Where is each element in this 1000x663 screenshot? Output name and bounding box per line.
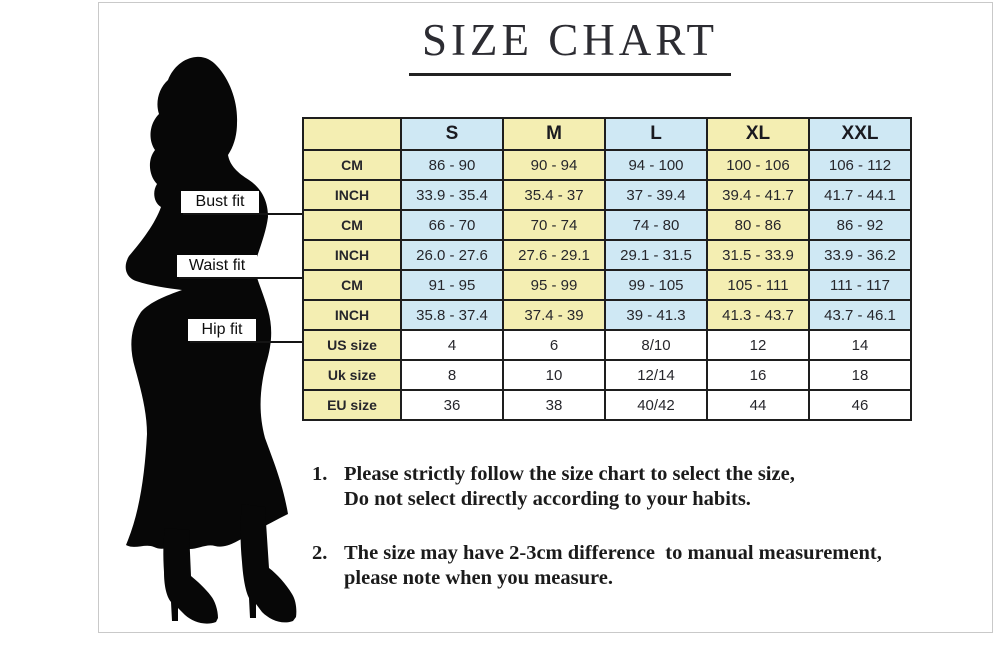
row-label: US size — [302, 329, 402, 361]
size-cell: 31.5 - 33.9 — [706, 239, 810, 271]
size-cell: 95 - 99 — [502, 269, 606, 301]
size-cell: 74 - 80 — [604, 209, 708, 241]
note-1-number: 1. — [312, 463, 328, 485]
size-cell: 86 - 90 — [400, 149, 504, 181]
row-label: CM — [302, 269, 402, 301]
size-cell: 80 - 86 — [706, 209, 810, 241]
size-cell: 36 — [400, 389, 504, 421]
size-cell: 27.6 - 29.1 — [502, 239, 606, 271]
size-cell: 44 — [706, 389, 810, 421]
size-table-header: S M L XL XXL — [302, 117, 912, 151]
header-row: S M L XL XXL — [302, 117, 912, 151]
size-cell: 37.4 - 39 — [502, 299, 606, 331]
size-cell: 8 — [400, 359, 504, 391]
table-row: EU size 36 38 40/42 44 46 — [302, 389, 912, 421]
size-cell: 39 - 41.3 — [604, 299, 708, 331]
header-cell-m: M — [502, 117, 606, 151]
size-cell: 105 - 111 — [706, 269, 810, 301]
size-cell: 26.0 - 27.6 — [400, 239, 504, 271]
size-cell: 12 — [706, 329, 810, 361]
size-cell: 94 - 100 — [604, 149, 708, 181]
row-label: CM — [302, 149, 402, 181]
size-cell: 10 — [502, 359, 606, 391]
size-cell: 66 - 70 — [400, 209, 504, 241]
size-cell: 40/42 — [604, 389, 708, 421]
note-2-line-1: The size may have 2-3cm difference to ma… — [344, 542, 882, 564]
row-label: INCH — [302, 179, 402, 211]
row-label: INCH — [302, 299, 402, 331]
header-cell-l: L — [604, 117, 708, 151]
header-cell-xl: XL — [706, 117, 810, 151]
size-cell: 91 - 95 — [400, 269, 504, 301]
size-cell: 37 - 39.4 — [604, 179, 708, 211]
size-cell: 39.4 - 41.7 — [706, 179, 810, 211]
size-table-body: CM 86 - 90 90 - 94 94 - 100 100 - 106 106 - 1… — [302, 149, 912, 421]
table-row: INCH 33.9 - 35.4 35.4 - 37 37 - 39.4 39.4 - … — [302, 179, 912, 211]
waist-leader-line — [179, 277, 302, 279]
size-cell: 33.9 - 36.2 — [808, 239, 912, 271]
note-1-line-1: Please strictly follow the size chart to… — [344, 463, 795, 485]
hip-leader-line — [190, 341, 302, 343]
size-cell: 106 - 112 — [808, 149, 912, 181]
size-cell: 29.1 - 31.5 — [604, 239, 708, 271]
size-cell: 33.9 - 35.4 — [400, 179, 504, 211]
bust-leader-line — [183, 213, 302, 215]
size-cell: 35.4 - 37 — [502, 179, 606, 211]
table-row: Uk size 8 10 12/14 16 18 — [302, 359, 912, 391]
header-cell-empty — [302, 117, 402, 151]
page-title: SIZE CHART — [421, 15, 719, 65]
size-cell: 14 — [808, 329, 912, 361]
table-row: CM 91 - 95 95 - 99 99 - 105 105 - 111 111 - 1… — [302, 269, 912, 301]
note-2: 2. The size may have 2-3cm difference to… — [312, 541, 990, 591]
note-1-line-2: Do not select directly according to your… — [344, 488, 751, 510]
waist-fit-label: Waist fit — [177, 255, 257, 277]
title-block: SIZE CHART — [395, 14, 745, 76]
size-cell: 41.3 - 43.7 — [706, 299, 810, 331]
size-cell: 4 — [400, 329, 504, 361]
row-label: CM — [302, 209, 402, 241]
size-cell: 41.7 - 44.1 — [808, 179, 912, 211]
size-cell: 38 — [502, 389, 606, 421]
note-1-text: Please strictly follow the size chart to… — [344, 462, 795, 512]
size-cell: 99 - 105 — [604, 269, 708, 301]
woman-silhouette — [125, 56, 297, 624]
table-row: INCH 26.0 - 27.6 27.6 - 29.1 29.1 - 31.5 31.… — [302, 239, 912, 271]
size-cell: 12/14 — [604, 359, 708, 391]
note-1: 1. Please strictly follow the size chart… — [312, 462, 990, 512]
table-row: CM 66 - 70 70 - 74 74 - 80 80 - 86 86 - 92 — [302, 209, 912, 241]
row-label: INCH — [302, 239, 402, 271]
note-2-text: The size may have 2-3cm difference to ma… — [344, 541, 882, 591]
size-cell: 16 — [706, 359, 810, 391]
notes-section: 1. Please strictly follow the size chart… — [312, 462, 990, 620]
header-cell-xxl: XXL — [808, 117, 912, 151]
size-cell: 18 — [808, 359, 912, 391]
row-label: Uk size — [302, 359, 402, 391]
table-row: INCH 35.8 - 37.4 37.4 - 39 39 - 41.3 41.3 - … — [302, 299, 912, 331]
table-row: CM 86 - 90 90 - 94 94 - 100 100 - 106 106 - 1… — [302, 149, 912, 181]
size-cell: 6 — [502, 329, 606, 361]
size-cell: 35.8 - 37.4 — [400, 299, 504, 331]
size-cell: 90 - 94 — [502, 149, 606, 181]
hip-fit-label: Hip fit — [188, 319, 256, 341]
bust-fit-label: Bust fit — [181, 191, 259, 213]
size-table: S M L XL XXL CM 86 - 90 90 - 94 94 - 100 100… — [302, 117, 912, 421]
note-2-number: 2. — [312, 542, 328, 564]
size-cell: 100 - 106 — [706, 149, 810, 181]
title-underline — [409, 73, 731, 76]
table-row: US size 4 6 8/10 12 14 — [302, 329, 912, 361]
note-2-line-2: please note when you measure. — [344, 567, 613, 589]
row-label: EU size — [302, 389, 402, 421]
size-cell: 43.7 - 46.1 — [808, 299, 912, 331]
size-cell: 8/10 — [604, 329, 708, 361]
size-cell: 70 - 74 — [502, 209, 606, 241]
header-cell-s: S — [400, 117, 504, 151]
size-cell: 86 - 92 — [808, 209, 912, 241]
size-cell: 111 - 117 — [808, 269, 912, 301]
size-cell: 46 — [808, 389, 912, 421]
